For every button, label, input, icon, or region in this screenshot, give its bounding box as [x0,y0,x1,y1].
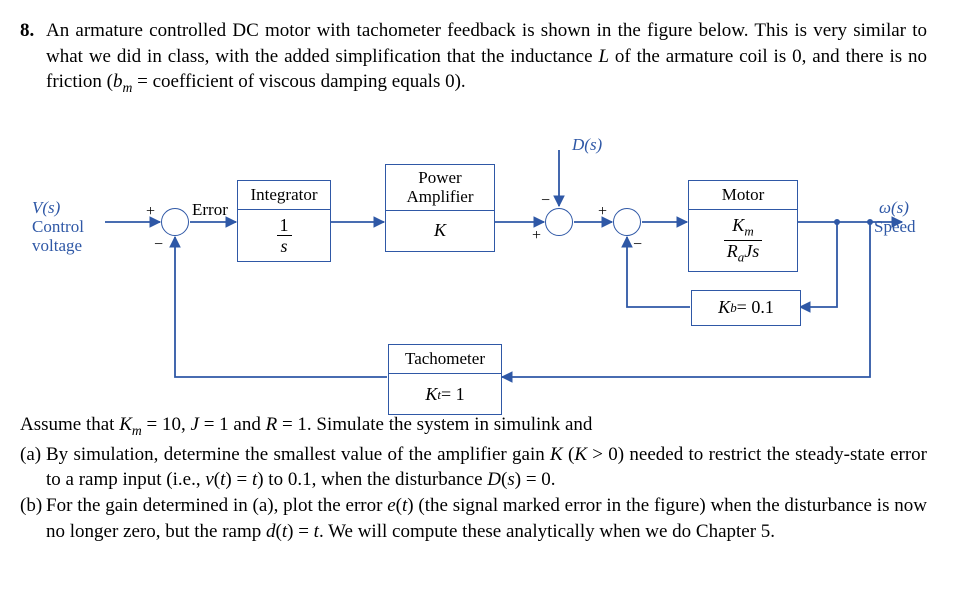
motor-tf: Km RaJs [718,210,768,270]
output-speed: Speed [874,216,916,239]
block-diagram: V(s) Control voltage + − Error Integrato… [32,112,922,402]
input-voltage: voltage [32,235,82,258]
sign-plus: + [532,225,541,247]
sign-minus: − [154,234,163,256]
sign-minus: − [633,234,642,256]
part-a-tag: (a) [20,442,46,493]
sym-b: b [113,71,123,92]
amp-gain: K [428,211,452,251]
question-stem: An armature controlled DC motor with tac… [46,18,927,98]
assumptions: Assume that Km = 10, J = 1 and R = 1. Si… [20,412,927,440]
summer-backemf [613,208,641,236]
integrator-title: Integrator [238,181,330,211]
summer-main [161,208,189,236]
sign-minus: − [541,190,550,212]
tach-gain: Kt = 1 [419,374,470,414]
sign-plus: + [146,201,155,223]
integrator-body: 1s [271,210,298,261]
part-a: (a) By simulation, determine the smalles… [20,442,927,493]
part-b: (b) For the gain determined in (a), plot… [20,493,927,544]
backemf-gain: Kb = 0.1 [714,290,778,326]
summer-disturbance [545,208,573,236]
disturbance-label: D(s) [572,134,602,157]
motor-title: Motor [689,181,797,211]
stem-text: = coefficient of viscous damping equals … [132,71,465,92]
amp-title: PowerAmplifier [386,165,494,211]
question-number: 8. [20,18,46,98]
part-b-tag: (b) [20,493,46,544]
sign-plus: + [598,201,607,223]
sym-L: L [598,46,609,67]
tach-title: Tachometer [389,345,501,375]
error-label: Error [192,199,228,222]
sub-m: m [123,80,133,95]
